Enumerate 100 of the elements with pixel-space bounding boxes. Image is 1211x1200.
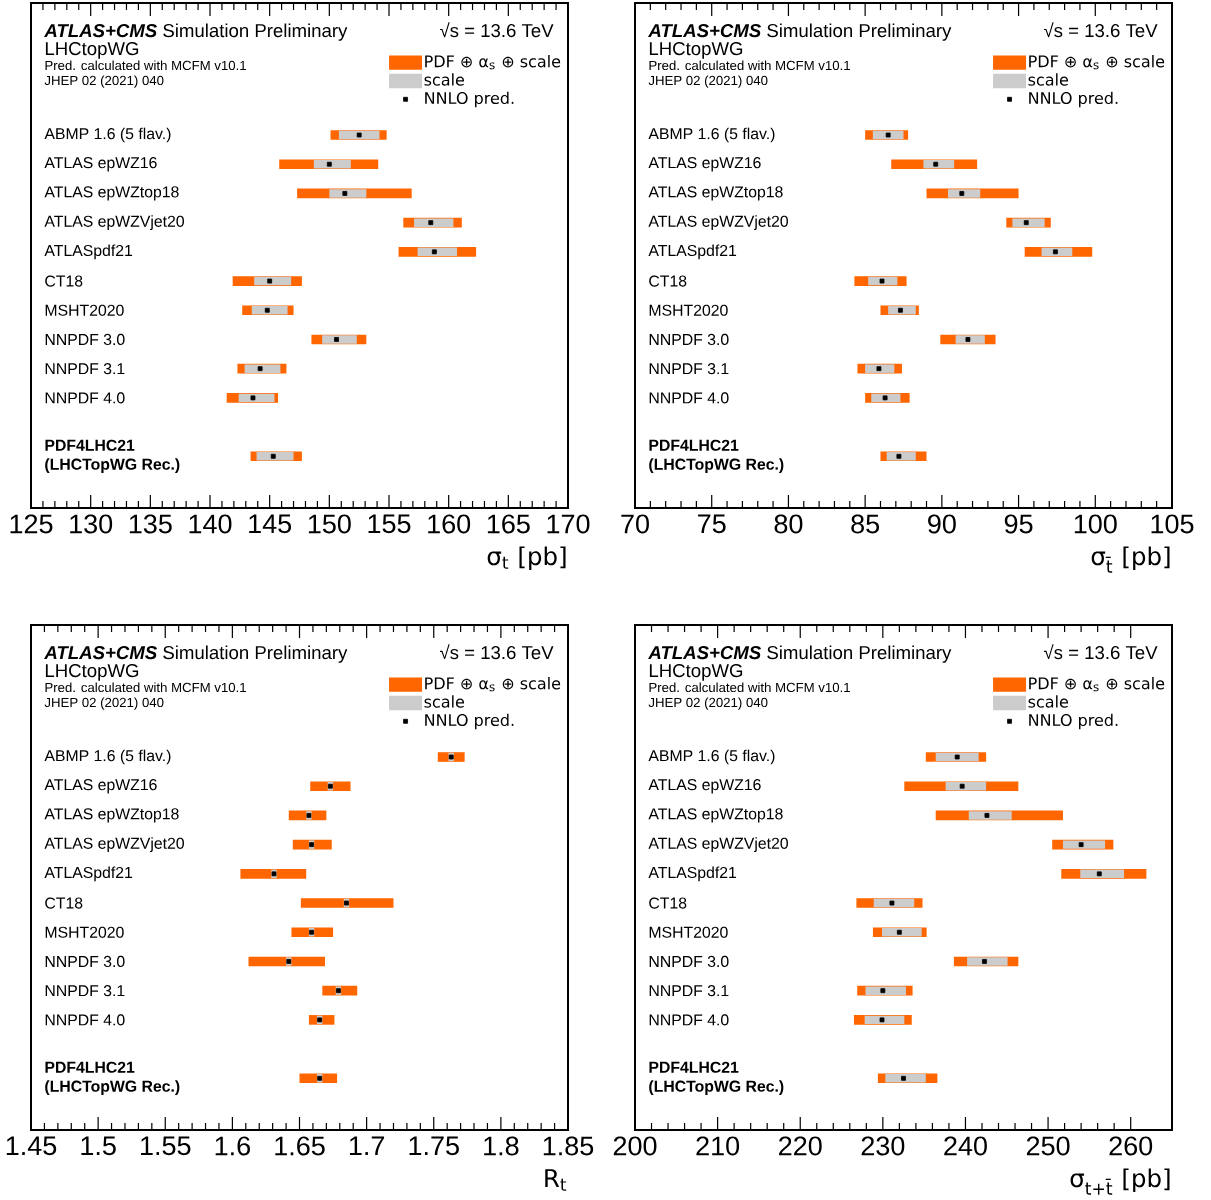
y-tick-label: ATLASpdf21 [648,866,737,882]
x-tick-label: 160 [428,514,471,534]
text: √s = 13.6 TeV [439,22,554,38]
text: Pred. calculated with MCFM v10.1 [649,682,850,693]
chart-subtitle: Simulation Preliminary [767,23,952,41]
x-tick-label: 230 [861,1136,905,1156]
x-tick-label: 100 [1074,514,1117,534]
y-tick-label: ATLAS epWZ16 [44,779,157,794]
x-tick-label: 1.45 [6,1136,57,1156]
chart-title: ATLAS+CMS [648,24,762,38]
x-axis-title: σ$_{t+t̄}$ [pb] [1070,1168,1170,1195]
y-tick-label: CT18 [649,275,687,287]
y-tick-label: MSHT2020 [649,926,728,938]
y-tick-label: PDF4LHC21 (LHCTopWG Rec.) [649,439,784,473]
text: LHCtopWG [649,664,743,681]
legend-label: scale [424,73,465,86]
y-tick-label: ATLAS epWZVjet20 [44,837,184,853]
y-tick-label: ATLASpdf21 [648,244,737,260]
x-tick-label: 80 [774,514,803,534]
y-tick-label: NNPDF 3.0 [649,955,729,968]
x-tick-label: 130 [70,514,113,534]
text: Pred. calculated with MCFM v10.1 [45,60,246,71]
x-tick-label: 250 [1026,1136,1070,1156]
text: √s = 13.6 TeV [1043,644,1158,660]
x-tick-label: 1.55 [141,1136,191,1156]
y-tick-label: ATLAS epWZtop18 [44,186,179,201]
legend-label: NNLO pred. [1029,91,1118,108]
x-tick-label: 155 [368,514,411,534]
text: √s = 13.6 TeV [439,644,554,660]
legend-label: scale [1028,695,1069,708]
y-tick-label: CT18 [45,897,83,909]
y-tick-label: NNPDF 3.0 [45,333,125,346]
y-tick-label: NNPDF 3.1 [649,985,729,997]
y-tick-label: ATLASpdf21 [44,866,133,882]
y-tick-label: NNPDF 3.0 [649,333,729,346]
x-tick-label: 85 [851,514,880,534]
y-tick-label: ABMP 1.6 (5 flav.) [648,127,775,143]
x-tick-label: 165 [487,514,530,534]
text: √s = 13.6 TeV [1043,22,1158,38]
x-tick-label: 170 [547,514,590,534]
y-tick-label: NNPDF 3.1 [649,363,729,375]
x-tick-label: 90 [928,514,956,534]
x-tick-label: 135 [129,514,172,534]
y-tick-label: NNPDF 3.1 [45,363,125,375]
chart-subtitle: Simulation Preliminary [163,23,348,41]
y-tick-label: NNPDF 4.0 [649,392,729,404]
x-axis-title: σ$_{t}$ [pb] [487,546,566,571]
legend-label: scale [1028,73,1069,86]
x-tick-label: 1.8 [484,1136,519,1156]
x-tick-label: 95 [1004,514,1033,534]
y-tick-label: ATLAS epWZtop18 [44,808,179,823]
y-tick-label: CT18 [45,275,83,287]
y-tick-label: ATLAS epWZVjet20 [44,215,184,231]
chart-subtitle: Simulation Preliminary [163,645,348,663]
y-tick-label: NNPDF 4.0 [45,392,125,404]
x-tick-label: 210 [696,1136,740,1156]
y-tick-label: PDF4LHC21 (LHCTopWG Rec.) [45,1061,180,1095]
y-tick-label: MSHT2020 [45,926,124,938]
y-tick-label: ATLAS epWZtop18 [648,808,783,823]
x-tick-label: 1.75 [409,1136,459,1156]
x-tick-label: 105 [1151,514,1194,534]
text: JHEP 02 (2021) 040 [648,697,768,710]
y-tick-label: ABMP 1.6 (5 flav.) [648,749,775,765]
x-tick-label: 145 [249,514,292,534]
x-tick-label: 240 [944,1136,987,1156]
y-tick-label: NNPDF 3.0 [45,955,125,968]
y-tick-label: ATLAS epWZtop18 [648,186,783,201]
chart-subtitle: Simulation Preliminary [767,645,952,663]
y-tick-label: PDF4LHC21 (LHCTopWG Rec.) [649,1061,784,1095]
text: Pred. calculated with MCFM v10.1 [45,682,246,693]
legend-label: scale [424,695,465,708]
y-tick-label: ABMP 1.6 (5 flav.) [44,127,171,143]
y-tick-label: ATLASpdf21 [44,244,133,260]
x-tick-label: 260 [1109,1136,1153,1156]
y-tick-label: ATLAS epWZVjet20 [648,837,788,853]
x-tick-label: 125 [10,514,53,534]
text: JHEP 02 (2021) 040 [44,75,164,88]
chart-title: ATLAS+CMS [44,646,158,660]
y-tick-label: ATLAS epWZ16 [648,779,761,794]
x-tick-label: 200 [613,1136,657,1156]
text: JHEP 02 (2021) 040 [648,75,768,88]
x-tick-label: 150 [308,514,351,534]
y-tick-label: MSHT2020 [649,304,728,316]
text: LHCtopWG [649,42,743,59]
y-tick-label: NNPDF 4.0 [45,1014,125,1026]
x-tick-label: 140 [189,514,232,534]
chart-title: ATLAS+CMS [648,646,762,660]
chart-title: ATLAS+CMS [44,24,158,38]
legend-label: NNLO pred. [1029,713,1118,730]
y-tick-label: ATLAS epWZVjet20 [648,215,788,231]
y-tick-label: ATLAS epWZ16 [648,157,761,172]
y-tick-label: PDF4LHC21 (LHCTopWG Rec.) [45,439,180,473]
x-axis-title: R$_{t}$ [545,1169,567,1191]
text: LHCtopWG [45,42,139,59]
x-tick-label: 1.7 [349,1136,385,1155]
y-tick-label: ABMP 1.6 (5 flav.) [44,749,171,765]
x-tick-label: 220 [779,1136,822,1156]
text: JHEP 02 (2021) 040 [44,697,164,710]
x-tick-label: 70 [621,514,649,534]
x-tick-label: 1.85 [543,1136,594,1156]
